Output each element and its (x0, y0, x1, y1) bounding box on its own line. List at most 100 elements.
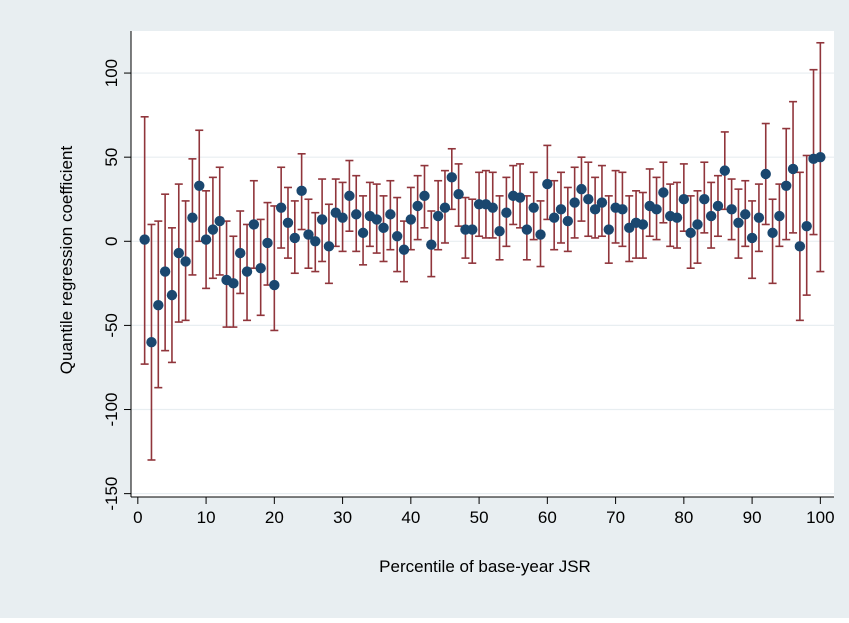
plot-area (131, 31, 834, 497)
data-point (153, 300, 164, 311)
data-point (282, 217, 294, 228)
data-point (719, 165, 730, 176)
data-point (692, 219, 703, 230)
data-point (521, 224, 533, 235)
data-point (760, 168, 771, 180)
data-point (514, 192, 526, 203)
data-point (166, 289, 178, 301)
x-axis-label: Percentile of base-year JSR (379, 557, 591, 576)
data-point (487, 202, 498, 213)
data-point (262, 237, 273, 249)
data-point (419, 190, 430, 202)
data-point (207, 224, 219, 235)
data-point (801, 220, 812, 232)
data-point (228, 278, 239, 289)
data-point (426, 239, 437, 250)
data-point (501, 207, 512, 218)
y-axis-label: Quantile regression coefficient (57, 146, 76, 375)
data-point (617, 204, 628, 215)
x-tick-label: 10 (197, 508, 216, 527)
data-point (241, 266, 253, 277)
x-tick-label: 40 (401, 508, 420, 527)
data-point (371, 214, 382, 225)
data-point (432, 210, 444, 222)
data-point (351, 209, 362, 220)
gridlines (131, 72, 834, 495)
data-point (289, 232, 301, 244)
data-point (726, 204, 737, 215)
data-point (405, 214, 417, 225)
y-tick-label: 100 (102, 59, 121, 87)
error-bar (768, 198, 777, 285)
data-point (391, 231, 403, 242)
data-point (671, 212, 683, 223)
y-tick-label: 0 (102, 237, 121, 246)
y-tick-label: -50 (102, 313, 121, 338)
x-tick-label: 30 (333, 508, 352, 527)
axes: -150 -100 -50 0 50 100 0 10 20 30 40 50 60 70 80 90 100 (102, 31, 835, 527)
x-tick-label: 0 (133, 508, 142, 527)
data-point (740, 209, 751, 220)
data-point (214, 215, 225, 227)
data-point (596, 197, 608, 208)
data-point (398, 244, 410, 255)
data-point (453, 188, 464, 200)
data-point (781, 180, 792, 191)
data-point (651, 204, 662, 215)
data-point (658, 187, 669, 198)
data-point (787, 163, 799, 175)
data-point (774, 210, 785, 222)
data-point (173, 247, 184, 259)
data-point (146, 337, 157, 348)
data-point (269, 279, 280, 291)
data-point (275, 202, 287, 213)
data-point (705, 210, 717, 222)
data-point (562, 215, 574, 227)
data-point (187, 212, 198, 223)
data-point (235, 247, 246, 259)
data-point (685, 227, 696, 239)
data-point (767, 227, 778, 239)
data-point (412, 200, 423, 212)
data-point (139, 234, 150, 245)
data-point (576, 183, 587, 195)
x-tick-label: 100 (806, 508, 834, 527)
data-point (439, 202, 451, 213)
x-tick-label: 60 (538, 508, 557, 527)
data-point (542, 178, 553, 190)
data-point (637, 219, 649, 230)
data-point (296, 185, 307, 197)
x-tick-label: 80 (674, 508, 693, 527)
data-point (303, 229, 314, 240)
y-tick-label: 50 (102, 148, 121, 167)
data-point (712, 200, 724, 212)
data-point (248, 219, 260, 230)
data-point (603, 224, 614, 235)
data-point (733, 217, 744, 228)
data-point (323, 241, 335, 252)
x-tick-label: 20 (265, 508, 284, 527)
data-point (316, 214, 328, 225)
data-point (310, 236, 321, 247)
data-points (139, 151, 826, 348)
data-point (548, 212, 560, 223)
data-point (467, 224, 478, 235)
data-point (535, 229, 546, 240)
x-tick-label: 70 (606, 508, 625, 527)
data-point (569, 197, 580, 208)
data-point (255, 263, 266, 274)
data-point (555, 204, 567, 215)
data-point (159, 266, 171, 277)
data-point (344, 190, 355, 202)
x-tick-label: 50 (470, 508, 489, 527)
data-point (746, 232, 758, 244)
data-point (446, 172, 457, 183)
y-tick-label: -100 (102, 393, 121, 427)
data-point (794, 241, 806, 252)
data-point (678, 194, 690, 205)
data-point (337, 212, 348, 223)
data-point (528, 202, 539, 213)
data-point (815, 151, 826, 163)
